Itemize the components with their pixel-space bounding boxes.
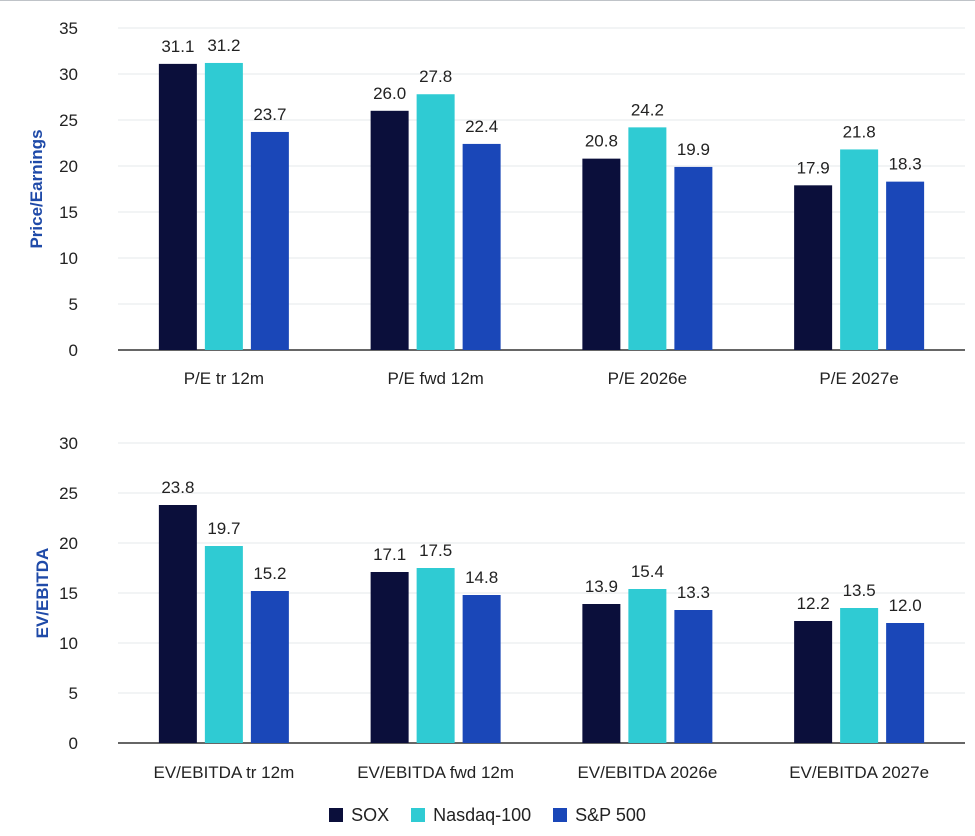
chart2-bar-sandp-500 <box>674 610 713 743</box>
chart2-y-tick-label: 30 <box>59 434 78 453</box>
chart1-data-label-sox: 26.0 <box>373 84 406 103</box>
chart1-data-label-sandp-500: 18.3 <box>889 155 922 174</box>
chart1-bar-nasdaq-100 <box>204 62 243 351</box>
chart2-x-tick-label: EV/EBITDA tr 12m <box>153 763 294 782</box>
chart2-y-tick-label: 15 <box>59 584 78 603</box>
chart1-data-label-sandp-500: 19.9 <box>677 140 710 159</box>
chart1-bar-sox <box>158 63 197 350</box>
chart-legend: SOX Nasdaq-100 S&P 500 <box>0 800 975 830</box>
top-divider <box>0 0 975 1</box>
legend-item-sox: SOX <box>329 805 389 826</box>
legend-item-nasdaq-100: Nasdaq-100 <box>411 805 531 826</box>
chart1-bar-sandp-500 <box>250 131 289 350</box>
chart2-bar-nasdaq-100 <box>204 546 243 743</box>
chart1-y-tick-label: 35 <box>59 19 78 38</box>
chart2-y-tick-label: 10 <box>59 634 78 653</box>
chart1-x-tick-label: P/E tr 12m <box>184 369 264 388</box>
legend-swatch-sox <box>329 808 344 822</box>
chart2-y-tick-label: 20 <box>59 534 78 553</box>
chart1-bar-nasdaq-100 <box>628 127 667 350</box>
chart1-y-tick-label: 10 <box>59 249 78 268</box>
legend-item-sp500: S&P 500 <box>553 805 646 826</box>
chart2-bar-nasdaq-100 <box>840 608 879 743</box>
chart1-y-axis-title: Price/Earnings <box>27 129 46 248</box>
chart2-bar-sandp-500 <box>462 595 501 743</box>
chart2-bar-sandp-500 <box>250 591 289 743</box>
chart2-data-label-sox: 13.9 <box>585 577 618 596</box>
chart1-data-label-nasdaq-100: 21.8 <box>843 122 876 141</box>
chart1-bar-sox <box>582 158 621 350</box>
chart1-x-tick-label: P/E fwd 12m <box>387 369 483 388</box>
chart1-x-tick-label: P/E 2027e <box>819 369 898 388</box>
chart1-bar-sox <box>794 185 833 350</box>
chart2-bar-sox <box>158 505 197 743</box>
legend-swatch-nasdaq-100 <box>411 808 426 822</box>
chart2-bar-nasdaq-100 <box>628 589 667 743</box>
chart1-bar-sox <box>370 110 409 350</box>
chart2-data-label-nasdaq-100: 13.5 <box>843 581 876 600</box>
chart1-data-label-nasdaq-100: 31.2 <box>207 36 240 55</box>
legend-label-sox: SOX <box>351 804 390 825</box>
chart1-y-tick-label: 30 <box>59 65 78 84</box>
chart2-y-axis-title: EV/EBITDA <box>33 548 52 639</box>
chart2-data-label-sandp-500: 13.3 <box>677 583 710 602</box>
chart2-bar-sox <box>582 604 621 743</box>
chart1-y-tick-label: 15 <box>59 203 78 222</box>
chart1-x-tick-label: P/E 2026e <box>608 369 687 388</box>
chart1-bar-nasdaq-100 <box>840 149 879 350</box>
chart1-bar-sandp-500 <box>886 181 925 350</box>
chart1-bar-nasdaq-100 <box>416 94 455 351</box>
chart1-data-label-sandp-500: 22.4 <box>465 117 498 136</box>
chart2-data-label-sox: 17.1 <box>373 545 406 564</box>
chart2-data-label-sandp-500: 12.0 <box>889 596 922 615</box>
chart2-y-tick-label: 5 <box>69 684 78 703</box>
chart1-data-label-sox: 17.9 <box>797 158 830 177</box>
chart1-data-label-sox: 20.8 <box>585 132 618 151</box>
chart1-y-tick-label: 20 <box>59 157 78 176</box>
legend-label-nasdaq-100: Nasdaq-100 <box>433 804 532 825</box>
chart1-y-tick-label: 25 <box>59 111 78 130</box>
chart1-bar-sandp-500 <box>462 143 501 350</box>
chart2-bar-sox <box>370 572 409 743</box>
chart1-data-label-nasdaq-100: 24.2 <box>631 100 664 119</box>
chart1-y-tick-label: 0 <box>69 341 78 360</box>
chart1-y-tick-label: 5 <box>69 295 78 314</box>
chart2-data-label-nasdaq-100: 19.7 <box>207 519 240 538</box>
chart2-bar-sox <box>794 621 833 743</box>
legend-swatch-sp500 <box>553 808 568 822</box>
chart2-data-label-nasdaq-100: 15.4 <box>631 562 664 581</box>
chart1-data-label-sandp-500: 23.7 <box>253 105 286 124</box>
chart2-bar-nasdaq-100 <box>416 568 455 743</box>
chart2-data-label-sandp-500: 15.2 <box>253 564 286 583</box>
chart2-data-label-nasdaq-100: 17.5 <box>419 541 452 560</box>
chart2-y-tick-label: 25 <box>59 484 78 503</box>
chart2-data-label-sox: 12.2 <box>797 594 830 613</box>
chart2-data-label-sox: 23.8 <box>161 478 194 497</box>
chart2-x-tick-label: EV/EBITDA 2027e <box>789 763 929 782</box>
chart1-data-label-sox: 31.1 <box>161 37 194 56</box>
chart2-data-label-sandp-500: 14.8 <box>465 568 498 587</box>
chart1-data-label-nasdaq-100: 27.8 <box>419 67 452 86</box>
legend-label-sp500: S&P 500 <box>575 804 646 825</box>
chart2-bar-sandp-500 <box>886 623 925 743</box>
chart2-x-tick-label: EV/EBITDA 2026e <box>577 763 717 782</box>
chart1-bar-sandp-500 <box>674 166 713 350</box>
chart2-y-tick-label: 0 <box>69 734 78 753</box>
chart2-x-tick-label: EV/EBITDA fwd 12m <box>357 763 514 782</box>
